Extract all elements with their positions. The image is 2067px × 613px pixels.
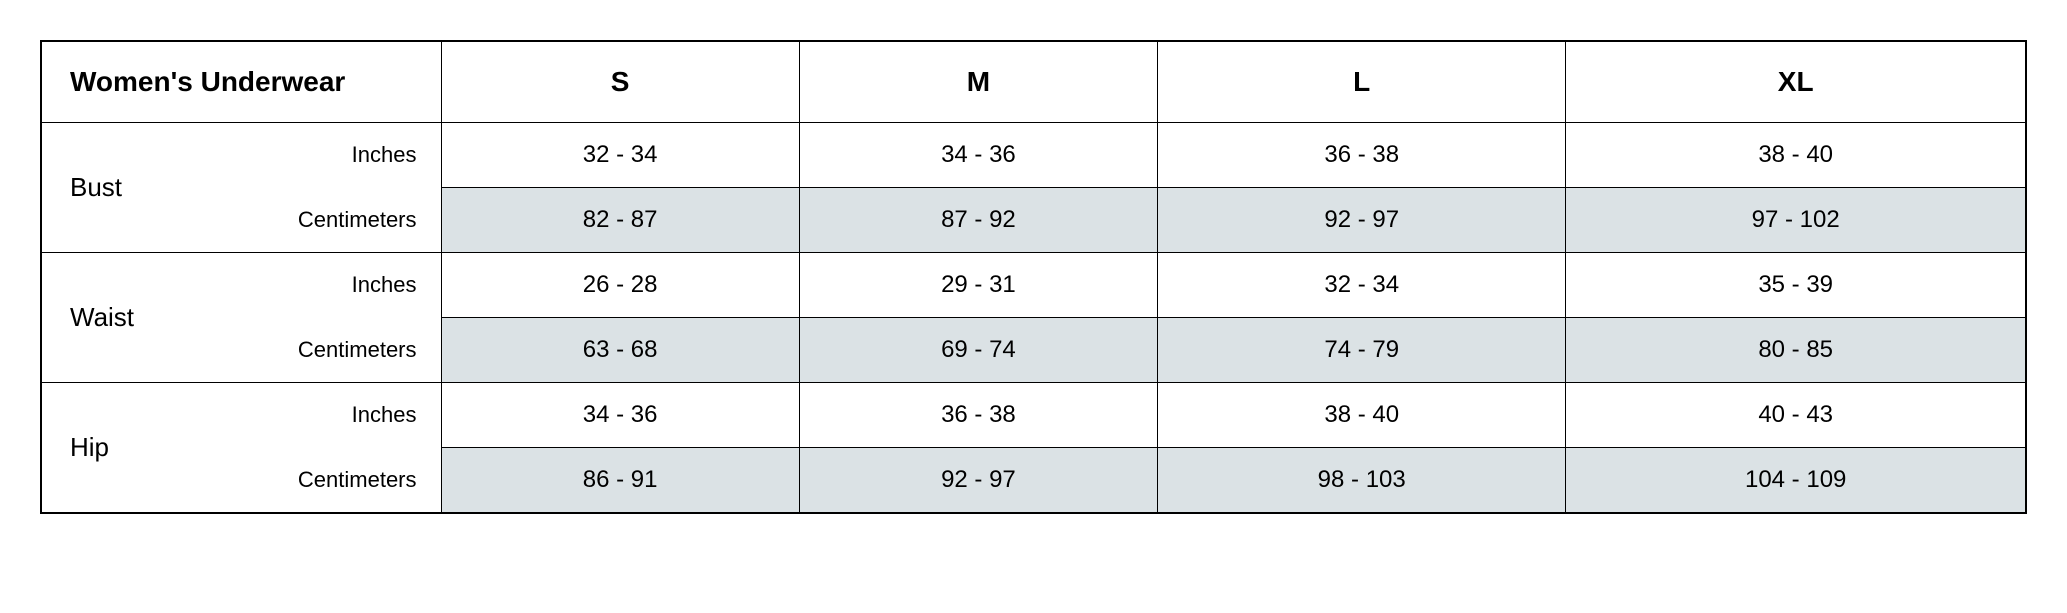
- size-header-m: M: [799, 41, 1157, 123]
- table-row: Hip Inches 34 - 36 36 - 38 38 - 40 40 - …: [41, 383, 2026, 448]
- value-cell: 34 - 36: [441, 383, 799, 448]
- value-cell: 38 - 40: [1566, 123, 2026, 188]
- unit-label-centimeters: Centimeters: [221, 448, 441, 514]
- measure-label-waist: Waist: [41, 253, 221, 383]
- unit-label-centimeters: Centimeters: [221, 318, 441, 383]
- table-row: Waist Inches 26 - 28 29 - 31 32 - 34 35 …: [41, 253, 2026, 318]
- unit-label-inches: Inches: [221, 123, 441, 188]
- size-header-l: L: [1158, 41, 1566, 123]
- value-cell: 69 - 74: [799, 318, 1157, 383]
- table-row: Centimeters 86 - 91 92 - 97 98 - 103 104…: [41, 448, 2026, 514]
- value-cell: 104 - 109: [1566, 448, 2026, 514]
- unit-label-inches: Inches: [221, 383, 441, 448]
- value-cell: 36 - 38: [799, 383, 1157, 448]
- measure-label-hip: Hip: [41, 383, 221, 514]
- unit-label-centimeters: Centimeters: [221, 188, 441, 253]
- value-cell: 98 - 103: [1158, 448, 1566, 514]
- table-header-row: Women's Underwear S M L XL: [41, 41, 2026, 123]
- value-cell: 35 - 39: [1566, 253, 2026, 318]
- table-row: Centimeters 63 - 68 69 - 74 74 - 79 80 -…: [41, 318, 2026, 383]
- value-cell: 38 - 40: [1158, 383, 1566, 448]
- value-cell: 63 - 68: [441, 318, 799, 383]
- value-cell: 92 - 97: [1158, 188, 1566, 253]
- size-header-xl: XL: [1566, 41, 2026, 123]
- table-row: Centimeters 82 - 87 87 - 92 92 - 97 97 -…: [41, 188, 2026, 253]
- measure-label-bust: Bust: [41, 123, 221, 253]
- unit-label-inches: Inches: [221, 253, 441, 318]
- value-cell: 97 - 102: [1566, 188, 2026, 253]
- value-cell: 32 - 34: [1158, 253, 1566, 318]
- value-cell: 74 - 79: [1158, 318, 1566, 383]
- value-cell: 32 - 34: [441, 123, 799, 188]
- size-chart-table: Women's Underwear S M L XL Bust Inches 3…: [40, 40, 2027, 514]
- table-title: Women's Underwear: [41, 41, 441, 123]
- value-cell: 36 - 38: [1158, 123, 1566, 188]
- value-cell: 92 - 97: [799, 448, 1157, 514]
- value-cell: 40 - 43: [1566, 383, 2026, 448]
- value-cell: 82 - 87: [441, 188, 799, 253]
- value-cell: 29 - 31: [799, 253, 1157, 318]
- value-cell: 80 - 85: [1566, 318, 2026, 383]
- value-cell: 26 - 28: [441, 253, 799, 318]
- table-row: Bust Inches 32 - 34 34 - 36 36 - 38 38 -…: [41, 123, 2026, 188]
- value-cell: 34 - 36: [799, 123, 1157, 188]
- value-cell: 87 - 92: [799, 188, 1157, 253]
- value-cell: 86 - 91: [441, 448, 799, 514]
- size-header-s: S: [441, 41, 799, 123]
